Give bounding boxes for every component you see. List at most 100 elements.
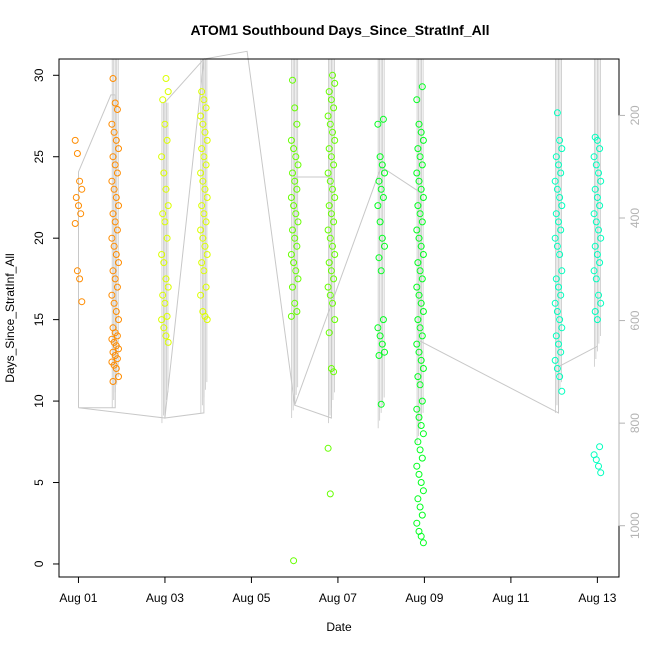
data-point: [158, 153, 166, 161]
data-point: [161, 218, 169, 226]
data-point: [593, 251, 601, 258]
series-group: [158, 75, 211, 346]
y-axis-label: Days_Since_StratInf_All: [3, 253, 17, 382]
data-point: [557, 169, 565, 177]
data-point: [416, 153, 424, 161]
data-point: [112, 365, 120, 372]
data-point: [415, 348, 423, 356]
data-point: [294, 161, 302, 169]
data-point: [591, 242, 599, 250]
data-point: [419, 365, 427, 372]
data-point: [595, 226, 602, 234]
series-group: [287, 71, 339, 565]
data-point: [591, 185, 599, 193]
data-point: [418, 83, 426, 91]
data-point: [331, 136, 339, 144]
data-point: [113, 355, 121, 363]
data-point: [374, 120, 382, 128]
data-point: [161, 120, 169, 128]
data-point: [414, 202, 422, 210]
data-point: [293, 308, 301, 315]
data-point: [110, 242, 118, 250]
data-point: [379, 194, 387, 201]
data-point: [416, 210, 424, 218]
data-point: [553, 308, 561, 315]
data-point: [111, 99, 119, 107]
data-point: [552, 275, 560, 283]
data-point: [413, 519, 421, 527]
data-point: [414, 495, 422, 503]
data-point: [112, 194, 120, 201]
data-point: [555, 218, 562, 226]
data-point: [198, 202, 206, 210]
data-point: [556, 251, 564, 258]
data-points: [71, 71, 605, 565]
data-point: [158, 316, 166, 324]
data-point: [202, 218, 210, 226]
data-point: [413, 226, 421, 234]
data-point: [418, 161, 426, 169]
data-point: [556, 316, 564, 324]
data-point: [556, 373, 564, 381]
data-point: [557, 226, 565, 234]
data-point: [419, 487, 427, 495]
data-point: [596, 202, 604, 210]
data-point: [159, 96, 167, 104]
data-point: [418, 218, 426, 226]
data-point: [419, 194, 427, 201]
data-point: [113, 169, 121, 177]
data-point: [71, 136, 79, 144]
data-point: [109, 210, 117, 218]
data-point: [197, 112, 205, 120]
data-point: [111, 275, 119, 283]
data-point: [331, 251, 339, 258]
data-point: [595, 462, 602, 470]
y2-axis: 200 400 600 800 1000: [618, 105, 642, 539]
data-point: [201, 128, 209, 136]
data-point: [203, 251, 211, 258]
data-point: [112, 308, 120, 315]
data-point: [597, 469, 605, 477]
data-point: [112, 136, 120, 144]
data-point: [111, 218, 119, 226]
data-point: [162, 332, 170, 340]
data-point: [555, 283, 562, 291]
data-point: [597, 234, 605, 242]
data-point: [555, 340, 562, 348]
x-tick-label: Aug 11: [492, 591, 529, 605]
x-tick-label: Aug 01: [59, 591, 97, 605]
data-point: [558, 202, 566, 210]
data-point: [197, 226, 205, 234]
data-point: [416, 381, 424, 389]
data-point: [113, 106, 121, 113]
data-point: [376, 332, 384, 340]
data-point: [202, 104, 210, 112]
x-tick-label: Aug 09: [405, 591, 443, 605]
data-point: [413, 283, 421, 291]
data-point: [330, 161, 338, 169]
data-point: [376, 153, 384, 161]
data-point: [325, 259, 333, 267]
data-point: [417, 532, 425, 540]
data-point: [414, 145, 422, 153]
data-point: [292, 153, 300, 161]
data-point: [419, 251, 427, 258]
data-point: [414, 316, 422, 324]
data-point: [202, 161, 210, 169]
data-point: [374, 324, 382, 332]
data-point: [596, 145, 604, 153]
data-point: [415, 177, 423, 185]
data-point: [325, 145, 333, 153]
data-point: [419, 136, 427, 144]
data-point: [378, 161, 386, 169]
data-point: [161, 299, 169, 307]
data-point: [201, 242, 209, 250]
data-point: [160, 169, 168, 177]
data-point: [418, 332, 426, 340]
data-point: [109, 267, 117, 275]
y-axis: 0 5 10 15 20 25 30: [32, 68, 59, 567]
data-point: [108, 120, 116, 128]
data-point: [330, 368, 338, 376]
data-point: [558, 324, 566, 332]
data-point: [291, 234, 299, 242]
